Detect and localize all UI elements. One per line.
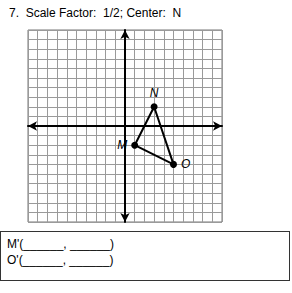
- html-text:M'(______, ______): M'(______, ______): [7, 237, 114, 251]
- html-text:O'(______, ______): O'(______, ______): [7, 253, 114, 267]
- svg-text:M: M: [117, 138, 127, 152]
- svg-text:O: O: [181, 157, 190, 171]
- svg-text:7. Scale Factor: 1/2; Center: 7. Scale Factor: 1/2; Center: N: [9, 6, 181, 20]
- svg-text:N: N: [150, 86, 159, 100]
